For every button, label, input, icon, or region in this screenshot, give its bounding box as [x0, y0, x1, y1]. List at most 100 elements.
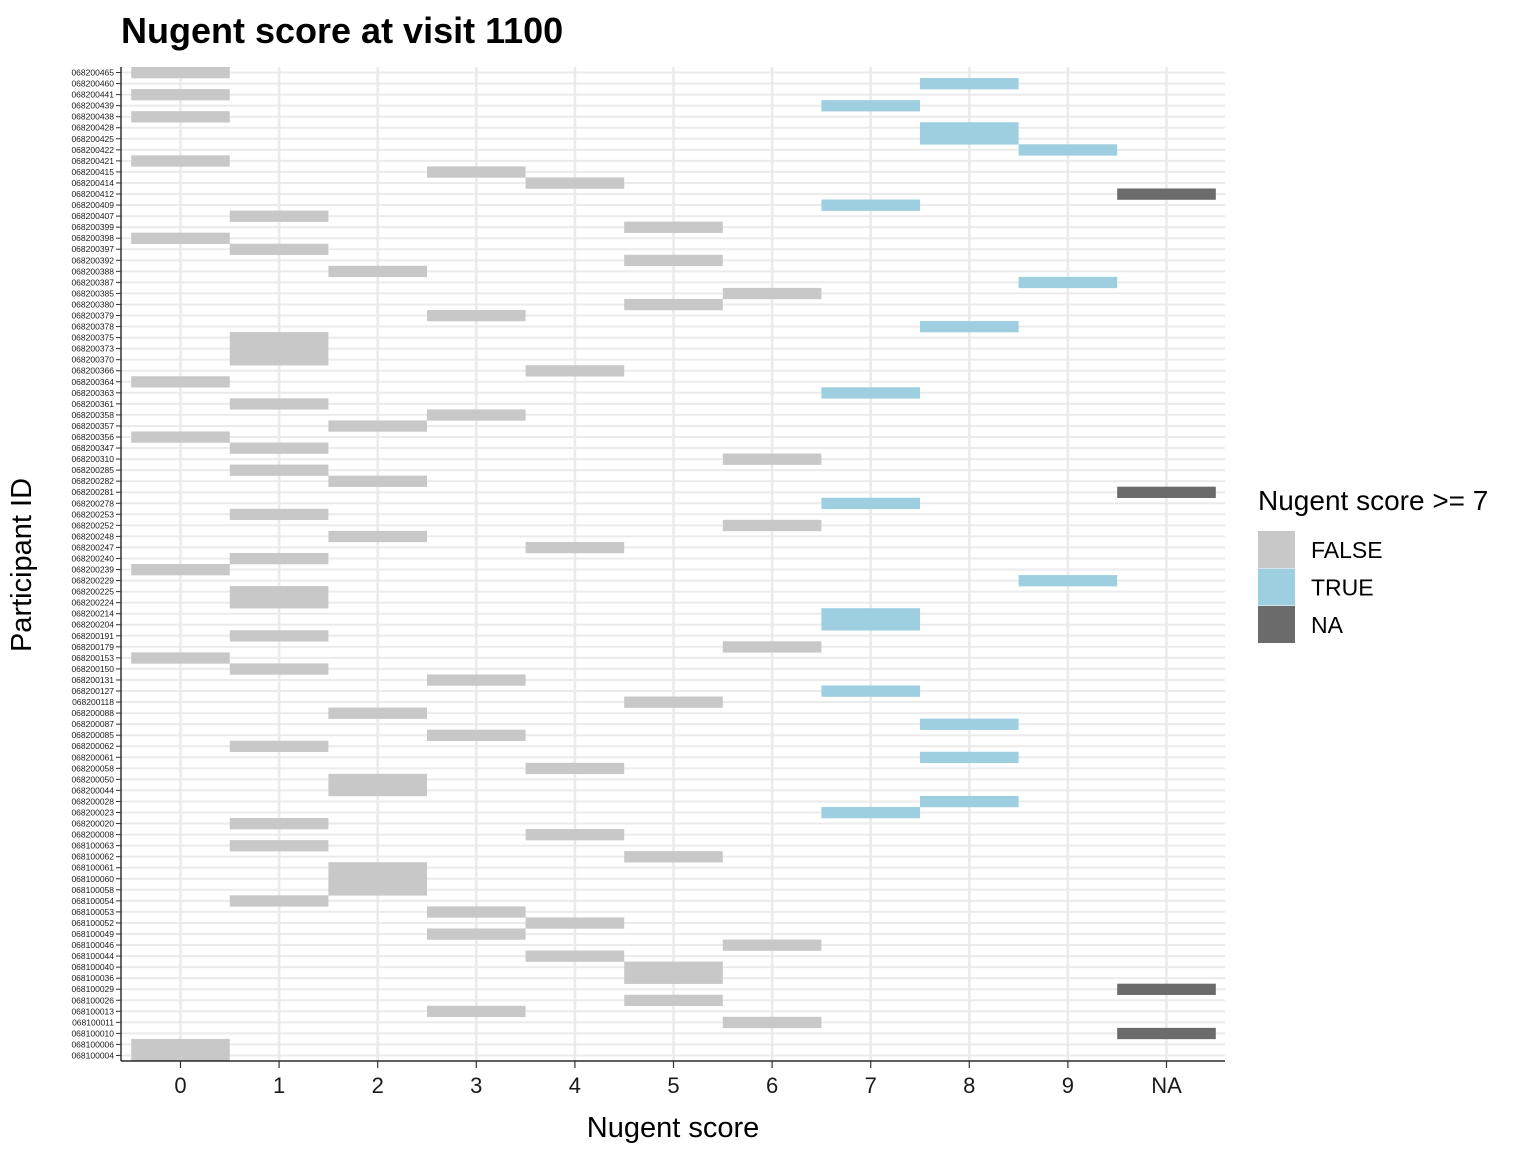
y-tick-label: 068200398 — [71, 233, 114, 243]
y-tick-label: 068100026 — [71, 995, 114, 1005]
y-tick-label: 068200118 — [72, 697, 114, 707]
y-tick-label: 068100013 — [71, 1006, 114, 1016]
x-tick-label: 3 — [470, 1073, 482, 1098]
heatmap-tile — [328, 475, 427, 487]
tile-layer — [131, 67, 1216, 1062]
legend-key — [1258, 606, 1295, 643]
y-tick-label: 068100010 — [71, 1028, 114, 1038]
y-tick-label: 068100058 — [71, 885, 114, 895]
legend-key — [1258, 531, 1295, 568]
heatmap-tile — [328, 420, 427, 432]
y-tick-label: 068100062 — [71, 852, 114, 862]
heatmap-tile — [920, 78, 1019, 90]
legend-label: NA — [1311, 612, 1344, 638]
y-tick-label: 068200050 — [71, 774, 114, 784]
y-tick-label: 068200375 — [71, 333, 114, 343]
y-tick-label: 068200425 — [71, 134, 114, 144]
heatmap-tile — [821, 387, 920, 399]
y-tick-label: 068200044 — [71, 785, 114, 795]
y-tick-label: 068100063 — [71, 841, 114, 851]
y-tick-label: 068100053 — [71, 907, 114, 917]
heatmap-tile — [131, 1038, 230, 1051]
heatmap-tile — [427, 928, 526, 940]
heatmap-tile — [131, 155, 230, 167]
y-tick-label: 068200008 — [71, 830, 114, 840]
y-tick-label: 068200191 — [71, 631, 114, 641]
heatmap-tile — [722, 453, 822, 465]
heatmap-tile — [624, 696, 723, 708]
heatmap-tile — [229, 663, 329, 675]
x-tick-label: 9 — [1062, 1073, 1074, 1098]
y-tick-label: 068200397 — [71, 244, 114, 254]
heatmap-tile — [624, 254, 723, 267]
heatmap-tile — [328, 773, 427, 786]
heatmap-tile — [131, 431, 230, 443]
y-tick-label: 068200179 — [71, 642, 114, 652]
y-tick-label: 068200388 — [71, 266, 114, 276]
x-tick-label: 4 — [569, 1073, 581, 1098]
legend: Nugent score >= 7 FALSE TRUE NA — [1258, 485, 1488, 643]
y-tick-label: 068200407 — [71, 211, 114, 221]
y-tick-label: 068200240 — [71, 553, 114, 563]
heatmap-tile — [722, 939, 822, 951]
grid-layer — [121, 67, 1225, 1061]
heatmap-tile — [624, 221, 723, 233]
heatmap-tile — [328, 873, 427, 885]
heatmap-tile — [229, 552, 329, 565]
heatmap-tile — [722, 1016, 822, 1029]
y-axis-title: Participant ID — [6, 478, 38, 652]
heatmap-tile — [920, 321, 1019, 333]
y-tick-label: 068200409 — [71, 200, 114, 210]
heatmap-tile — [229, 895, 329, 907]
legend-label: FALSE — [1311, 537, 1383, 563]
heatmap-tile — [229, 586, 329, 598]
y-tick-label: 068200204 — [71, 620, 114, 630]
heatmap-tile — [229, 442, 329, 454]
y-tick-label: 068200399 — [71, 222, 114, 232]
y-tick-label: 068200441 — [71, 90, 114, 100]
x-tick-label: NA — [1151, 1073, 1182, 1098]
y-tick-label: 068200364 — [71, 377, 114, 387]
y-tick-label: 068200363 — [71, 388, 114, 398]
axis-layer: 0 1 2 3 4 5 6 7 8 9 NA0681000040681000060681000100… — [71, 67, 1225, 1098]
heatmap-tile — [1018, 575, 1118, 587]
y-tick-label: 068100004 — [71, 1050, 114, 1060]
heatmap-tile — [131, 1049, 230, 1062]
y-tick-label: 068100011 — [72, 1017, 114, 1027]
y-tick-label: 068200370 — [71, 355, 114, 365]
heatmap-tile — [1018, 276, 1118, 289]
heatmap-tile — [427, 674, 526, 686]
y-tick-label: 068200415 — [71, 167, 114, 177]
y-tick-label: 068200414 — [71, 178, 114, 188]
heatmap-tile — [525, 365, 625, 377]
x-tick-label: 0 — [174, 1073, 186, 1098]
heatmap-tile — [1018, 144, 1118, 156]
y-tick-label: 068200281 — [71, 487, 114, 497]
heatmap-tile — [920, 122, 1019, 134]
heatmap-tile — [525, 950, 625, 962]
heatmap-tile — [229, 354, 329, 366]
heatmap-tile — [131, 111, 230, 123]
y-tick-label: 068200085 — [71, 730, 114, 740]
heatmap-tile — [821, 685, 920, 697]
y-tick-label: 068200248 — [71, 531, 114, 541]
y-tick-label: 068200378 — [71, 322, 114, 332]
heatmap-tile — [131, 376, 230, 388]
heatmap-tile — [821, 199, 920, 211]
y-tick-label: 068200150 — [71, 664, 114, 674]
y-tick-label: 068200239 — [71, 565, 114, 575]
y-tick-label: 068200285 — [71, 465, 114, 475]
chart-title: Nugent score at visit 1100 — [121, 10, 563, 51]
heatmap-tile — [525, 541, 625, 554]
heatmap-tile — [328, 265, 427, 278]
y-tick-label: 068200366 — [71, 366, 114, 376]
y-tick-label: 068200460 — [71, 79, 114, 89]
heatmap-tile — [229, 597, 329, 609]
heatmap-tile — [525, 177, 625, 189]
y-tick-label: 068200422 — [71, 145, 114, 155]
heatmap-tile — [229, 210, 329, 222]
legend-label: TRUE — [1311, 575, 1374, 601]
y-tick-label: 068200385 — [71, 288, 114, 298]
heatmap-tile — [624, 851, 723, 863]
heatmap-tile — [229, 243, 329, 256]
